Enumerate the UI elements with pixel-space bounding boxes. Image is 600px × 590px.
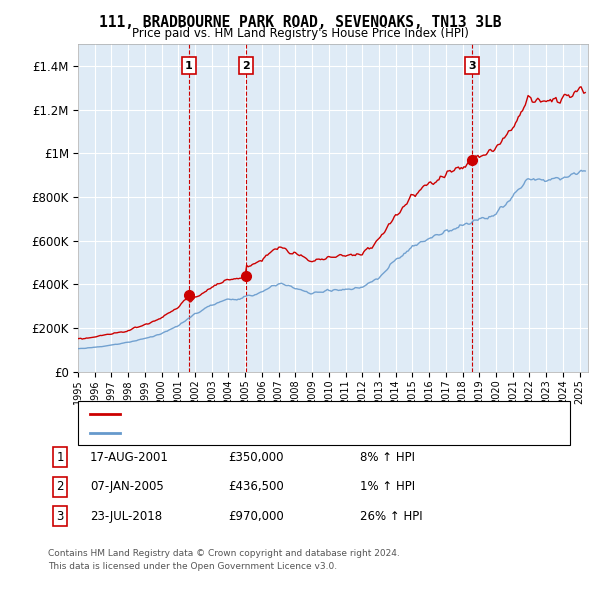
- Text: 111, BRADBOURNE PARK ROAD, SEVENOAKS, TN13 3LB (detached house): 111, BRADBOURNE PARK ROAD, SEVENOAKS, TN…: [123, 409, 491, 418]
- Bar: [246, 44, 472, 372]
- Text: Price paid vs. HM Land Registry's House Price Index (HPI): Price paid vs. HM Land Registry's House …: [131, 27, 469, 40]
- Bar: [472, 44, 588, 372]
- Text: 3: 3: [468, 61, 476, 71]
- Text: 111, BRADBOURNE PARK ROAD, SEVENOAKS, TN13 3LB: 111, BRADBOURNE PARK ROAD, SEVENOAKS, TN…: [99, 15, 501, 30]
- Text: £970,000: £970,000: [228, 510, 284, 523]
- Text: This data is licensed under the Open Government Licence v3.0.: This data is licensed under the Open Gov…: [48, 562, 337, 571]
- Text: 1: 1: [56, 451, 64, 464]
- Text: 1: 1: [185, 61, 193, 71]
- Bar: [189, 44, 246, 372]
- Text: 23-JUL-2018: 23-JUL-2018: [90, 510, 162, 523]
- Bar: [78, 44, 189, 372]
- Text: Contains HM Land Registry data © Crown copyright and database right 2024.: Contains HM Land Registry data © Crown c…: [48, 549, 400, 558]
- Text: 8% ↑ HPI: 8% ↑ HPI: [360, 451, 415, 464]
- Text: 26% ↑ HPI: 26% ↑ HPI: [360, 510, 422, 523]
- Text: 2: 2: [242, 61, 250, 71]
- Text: £350,000: £350,000: [228, 451, 284, 464]
- Text: 07-JAN-2005: 07-JAN-2005: [90, 480, 164, 493]
- Text: 17-AUG-2001: 17-AUG-2001: [90, 451, 169, 464]
- Text: 2: 2: [56, 480, 64, 493]
- Text: HPI: Average price, detached house, Sevenoaks: HPI: Average price, detached house, Seve…: [123, 428, 361, 438]
- Text: £436,500: £436,500: [228, 480, 284, 493]
- Text: 3: 3: [56, 510, 64, 523]
- Text: 1% ↑ HPI: 1% ↑ HPI: [360, 480, 415, 493]
